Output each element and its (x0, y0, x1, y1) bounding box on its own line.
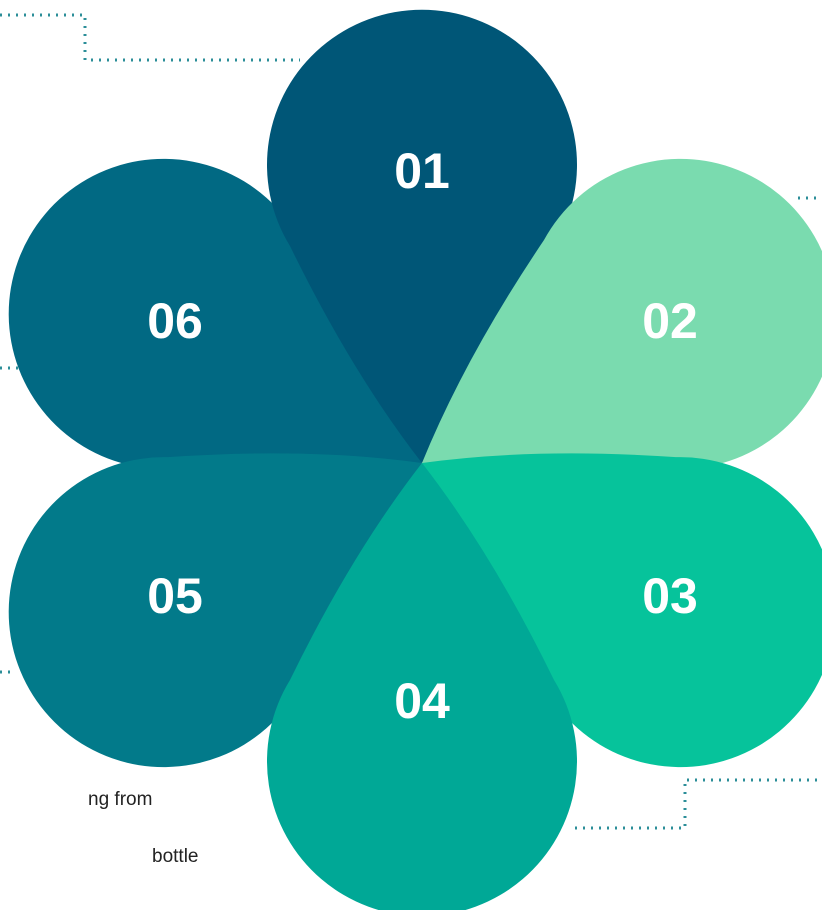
connector (575, 778, 822, 830)
petal-label: 02 (642, 293, 698, 349)
side-text: bottle (152, 846, 198, 867)
petal (422, 453, 822, 768)
petal-label: 05 (147, 568, 203, 624)
petal (8, 158, 422, 473)
side-text: ng from (88, 789, 152, 810)
petal-label: 04 (394, 673, 450, 729)
petal-label: 01 (394, 143, 450, 199)
petal (267, 463, 577, 910)
petal-label: 03 (642, 568, 698, 624)
petal-group: 01 02 03 04 05 06 (8, 9, 822, 910)
petal-label: 06 (147, 293, 203, 349)
petal (267, 9, 577, 463)
connector (0, 13, 300, 62)
petal (422, 158, 822, 473)
petal (8, 453, 422, 768)
